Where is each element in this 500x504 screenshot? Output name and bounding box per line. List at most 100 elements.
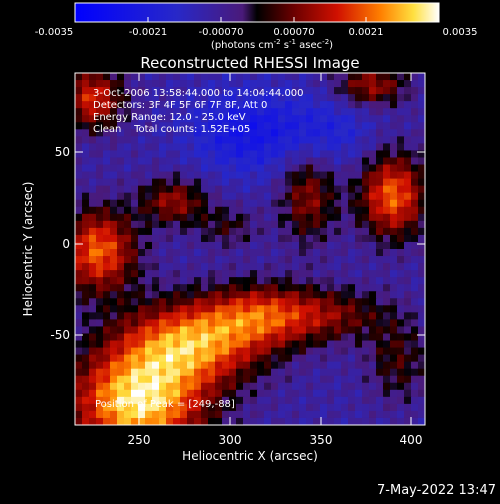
heatmap-cell xyxy=(166,206,174,215)
heatmap-cell xyxy=(250,150,258,159)
heatmap-cell xyxy=(222,312,230,320)
heatmap-cell xyxy=(250,326,258,335)
heatmap-cell xyxy=(341,73,349,81)
heatmap-cell xyxy=(124,227,132,236)
heatmap-cell xyxy=(75,178,83,187)
heatmap-cell xyxy=(257,368,265,377)
heatmap-cell xyxy=(348,382,356,391)
heatmap-cell xyxy=(418,234,425,243)
heatmap-cell xyxy=(82,115,90,123)
heatmap-cell xyxy=(194,94,202,102)
heatmap-cell xyxy=(89,270,97,278)
heatmap-cell xyxy=(327,87,335,95)
heatmap-cell xyxy=(215,403,223,412)
heatmap-cell xyxy=(362,171,370,180)
heatmap-cell xyxy=(138,73,146,81)
heatmap-cell xyxy=(348,305,356,313)
heatmap-cell xyxy=(117,178,125,187)
heatmap-cell xyxy=(138,298,146,306)
heatmap-cell xyxy=(75,136,83,144)
heatmap-cell xyxy=(341,157,349,166)
heatmap-cell xyxy=(306,375,314,384)
heatmap-cell xyxy=(369,305,377,313)
heatmap-cell xyxy=(418,347,425,356)
heatmap-cell xyxy=(152,382,160,391)
heatmap-cell xyxy=(145,277,153,285)
heatmap-cell xyxy=(369,249,377,257)
heatmap-cell xyxy=(376,319,384,328)
heatmap-cell xyxy=(285,347,293,356)
heatmap-cell xyxy=(355,87,363,95)
heatmap-cell xyxy=(110,185,118,194)
heatmap-cell xyxy=(418,101,425,109)
heatmap-cell xyxy=(96,178,104,187)
heatmap-cell xyxy=(341,347,349,356)
heatmap-cell xyxy=(348,80,356,88)
heatmap-cell xyxy=(250,73,258,81)
heatmap-cell xyxy=(117,199,125,208)
heatmap-cell xyxy=(243,270,251,278)
heatmap-cell xyxy=(103,284,111,292)
heatmap-cell xyxy=(404,340,412,349)
heatmap-cell xyxy=(229,122,237,130)
heatmap-cell xyxy=(208,396,216,405)
heatmap-cell xyxy=(131,143,139,152)
heatmap-cell xyxy=(110,312,118,320)
heatmap-cell xyxy=(313,213,321,222)
heatmap-cell xyxy=(222,382,230,391)
heatmap-cell xyxy=(285,185,293,194)
heatmap-cell xyxy=(376,213,384,222)
heatmap-cell xyxy=(138,171,146,180)
heatmap-cell xyxy=(271,171,279,180)
heatmap-cell xyxy=(208,80,216,88)
heatmap-cell xyxy=(383,312,391,320)
heatmap-cell xyxy=(82,263,90,271)
chart-title: Reconstructed RHESSI Image xyxy=(140,54,359,72)
heatmap-cell xyxy=(376,73,384,81)
heatmap-cell xyxy=(201,178,209,187)
heatmap-cell xyxy=(208,129,216,137)
heatmap-cell xyxy=(201,417,209,425)
heatmap-cell xyxy=(82,171,90,180)
heatmap-cell xyxy=(243,185,251,194)
heatmap-cell xyxy=(103,333,111,342)
heatmap-cell xyxy=(376,234,384,243)
heatmap-cell xyxy=(187,249,195,257)
heatmap-cell xyxy=(348,220,356,229)
heatmap-cell xyxy=(145,382,153,391)
heatmap-cell xyxy=(215,326,223,335)
heatmap-cell xyxy=(383,241,391,250)
heatmap-cell xyxy=(243,143,251,152)
heatmap-cell xyxy=(208,199,216,208)
heatmap-cell xyxy=(117,136,125,144)
heatmap-cell xyxy=(173,382,181,391)
heatmap-cell xyxy=(292,410,300,419)
y-axis-label: Heliocentric Y (arcsec) xyxy=(21,182,35,317)
heatmap-cell xyxy=(222,192,230,201)
heatmap-cell xyxy=(299,263,307,271)
heatmap-cell xyxy=(313,122,321,130)
heatmap-cell xyxy=(103,129,111,137)
heatmap-cell xyxy=(271,129,279,137)
heatmap-cell xyxy=(327,284,335,292)
heatmap-cell xyxy=(187,361,195,370)
heatmap-cell xyxy=(82,108,90,116)
heatmap-cell xyxy=(355,326,363,335)
heatmap-cell xyxy=(383,220,391,229)
heatmap-cell xyxy=(117,94,125,102)
heatmap-cell xyxy=(117,157,125,166)
heatmap-cell xyxy=(187,375,195,384)
heatmap-cell xyxy=(327,206,335,215)
colorbar-tick-label: 0.00070 xyxy=(273,27,314,38)
heatmap-cell xyxy=(362,185,370,194)
heatmap-cell xyxy=(82,143,90,152)
heatmap-cell xyxy=(103,410,111,419)
heatmap-cell xyxy=(236,319,244,328)
heatmap-cell xyxy=(124,206,132,215)
heatmap-cell xyxy=(89,199,97,208)
heatmap-cell xyxy=(110,122,118,130)
heatmap-cell xyxy=(292,227,300,236)
heatmap-cell xyxy=(243,220,251,229)
heatmap-cell xyxy=(313,192,321,201)
heatmap-cell xyxy=(173,291,181,299)
